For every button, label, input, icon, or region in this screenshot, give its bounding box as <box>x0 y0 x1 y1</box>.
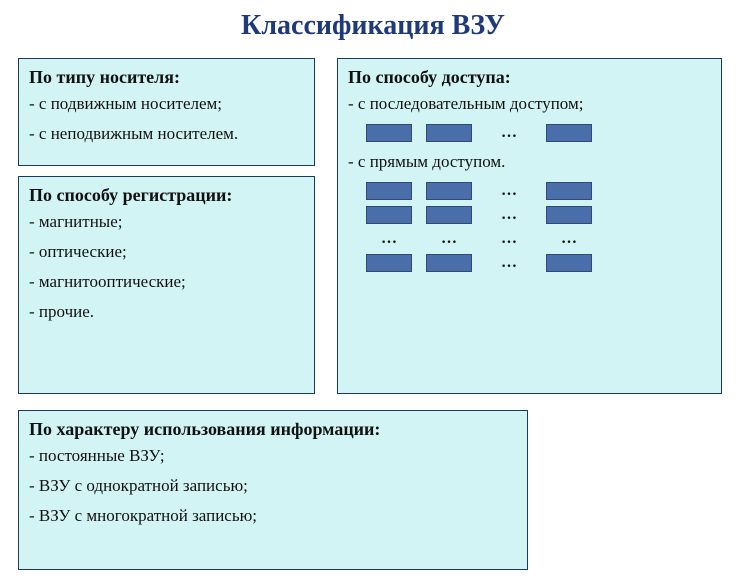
panel-heading: По характеру использования информации: <box>29 419 517 440</box>
panel-item: - с подвижным носителем; <box>29 94 304 114</box>
panel-item: - ВЗУ с многократной записью; <box>29 506 517 526</box>
grid-row: … <box>366 206 711 224</box>
storage-cell <box>546 124 592 142</box>
storage-cell <box>366 182 412 200</box>
panel-item: - прочие. <box>29 302 304 322</box>
panel-item: - с неподвижным носителем. <box>29 124 304 144</box>
ellipsis: … <box>486 206 532 224</box>
grid-row: … <box>366 182 711 200</box>
storage-cell <box>546 254 592 272</box>
ellipsis: … <box>486 230 532 248</box>
panel-item: - постоянные ВЗУ; <box>29 446 517 466</box>
storage-cell <box>366 254 412 272</box>
panel-heading: По типу носителя: <box>29 67 304 88</box>
panel-registration-method: По способу регистрации: - магнитные; - о… <box>18 176 315 394</box>
sequential-access-row: … <box>366 124 711 142</box>
panel-item: - магнитные; <box>29 212 304 232</box>
panel-item: - ВЗУ с однократной записью; <box>29 476 517 496</box>
storage-cell <box>546 206 592 224</box>
grid-row: … … … … <box>366 230 711 248</box>
storage-cell <box>366 206 412 224</box>
panel-heading: По способу доступа: <box>348 67 711 88</box>
ellipsis: … <box>426 230 472 248</box>
panel-item: - с прямым доступом. <box>348 152 711 172</box>
ellipsis: … <box>486 182 532 200</box>
panel-item: - магнитооптические; <box>29 272 304 292</box>
ellipsis: … <box>486 124 532 142</box>
storage-cell <box>426 182 472 200</box>
panel-information-usage: По характеру использования информации: -… <box>18 410 528 570</box>
storage-cell <box>546 182 592 200</box>
storage-cell <box>366 124 412 142</box>
panel-item: - оптические; <box>29 242 304 262</box>
ellipsis: … <box>486 254 532 272</box>
panel-carrier-type: По типу носителя: - с подвижным носителе… <box>18 58 315 166</box>
panel-heading: По способу регистрации: <box>29 185 304 206</box>
panel-item: - с последовательным доступом; <box>348 94 711 114</box>
grid-row: … <box>366 254 711 272</box>
storage-cell <box>426 254 472 272</box>
panel-access-method: По способу доступа: - с последовательным… <box>337 58 722 394</box>
storage-cell <box>426 124 472 142</box>
direct-access-grid: … … … … … … … <box>366 182 711 272</box>
storage-cell <box>426 206 472 224</box>
ellipsis: … <box>546 230 592 248</box>
ellipsis: … <box>366 230 412 248</box>
page-title: Классификация ВЗУ <box>0 0 746 50</box>
